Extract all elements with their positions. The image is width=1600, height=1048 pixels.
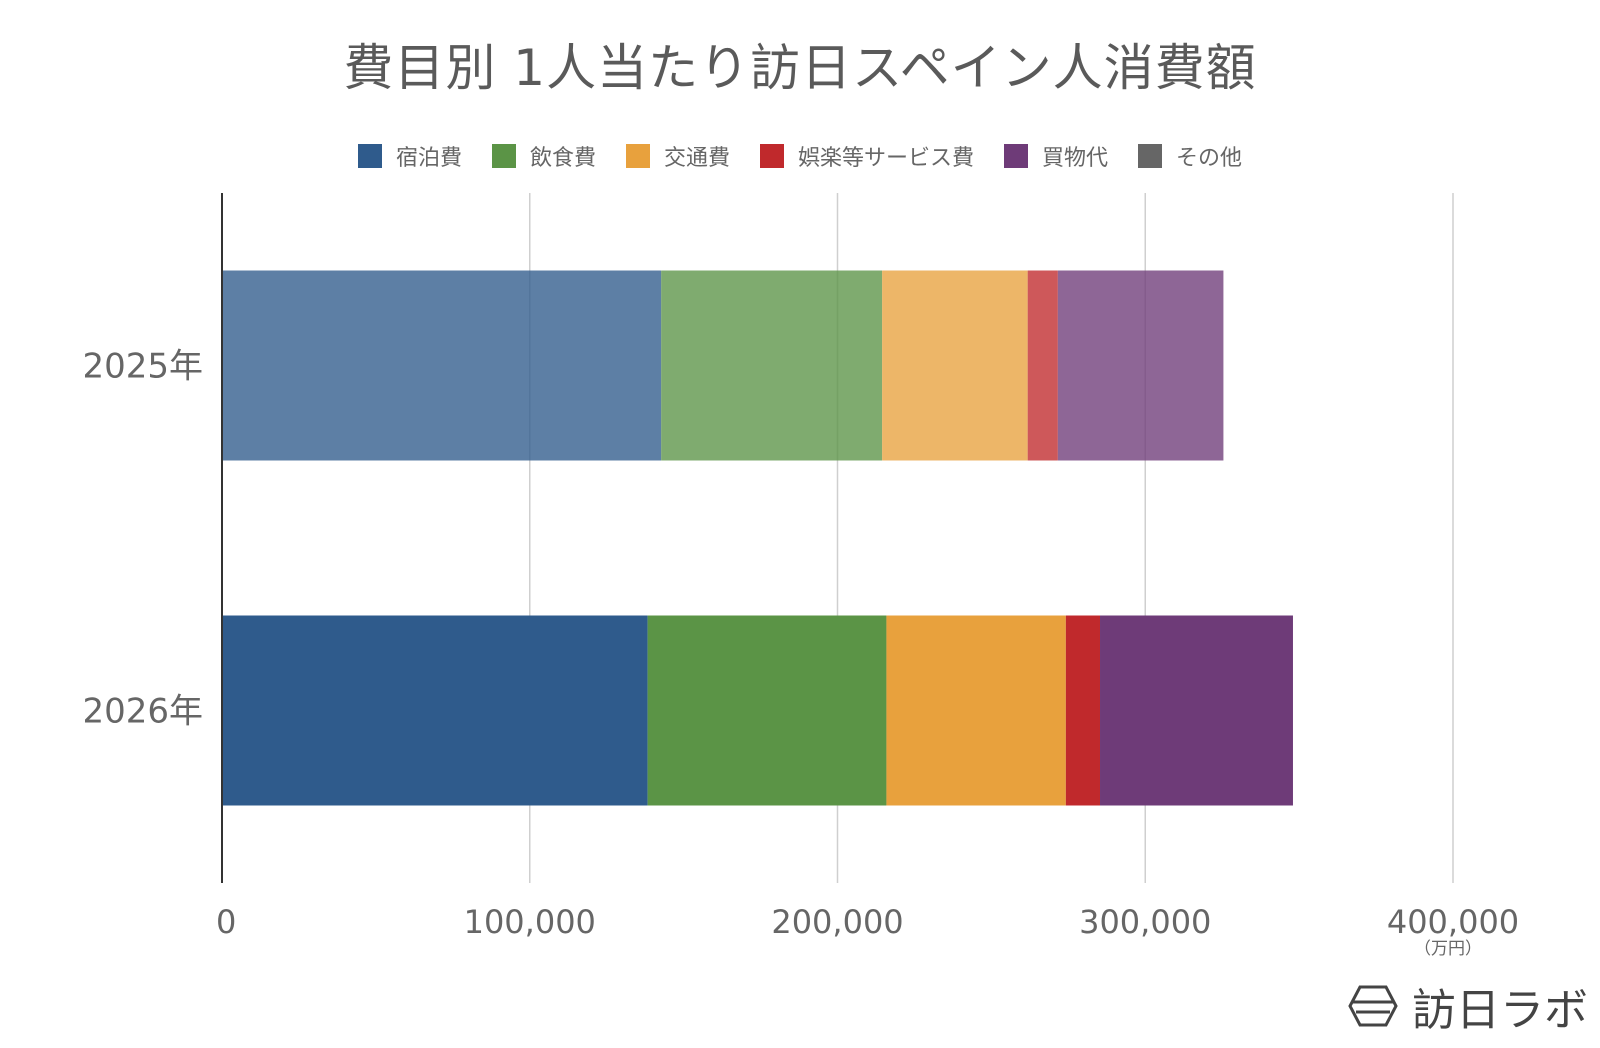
legend-item: 買物代: [1004, 140, 1108, 172]
bar-segment: [647, 615, 887, 806]
legend-swatch: [760, 144, 784, 168]
legend-swatch: [491, 144, 516, 168]
y-category-label: 2025年: [82, 347, 203, 387]
legend: 宿泊費 飲食費 交通費 娯楽等サービス費 買物代 その他: [0, 140, 1600, 172]
y-category-label: 2026年: [82, 692, 203, 732]
hexagon-logo-icon: [1348, 985, 1398, 1027]
x-tick-label: 0: [216, 903, 236, 941]
bar-segment: [1100, 615, 1293, 806]
legend-swatch: [625, 144, 650, 168]
legend-item: 宿泊費: [357, 140, 462, 172]
legend-item: 飲食費: [491, 140, 596, 172]
logo-text: 訪日ラボ: [1412, 985, 1588, 1036]
legend-label: 買物代: [1042, 146, 1109, 171]
bar-segment: [886, 615, 1066, 806]
bar-segment: [661, 270, 883, 461]
bar-segment: [1065, 615, 1101, 806]
x-unit-label: （万円）: [1414, 939, 1482, 959]
x-tick-label: 300,000: [1079, 903, 1211, 941]
bar-segment: [1057, 270, 1224, 461]
x-tick-label: 200,000: [771, 903, 903, 941]
chart-title: 費目別 1人当たり訪日スペイン人消費額: [343, 39, 1257, 97]
legend-swatch: [1004, 144, 1029, 168]
legend-label: 飲食費: [529, 146, 596, 171]
legend-item: 交通費: [625, 140, 730, 172]
bar-segment: [1027, 270, 1058, 461]
bar-segment: [222, 615, 648, 806]
x-tick-label: 100,000: [464, 903, 596, 941]
bar-segment: [882, 270, 1028, 461]
legend-label: 娯楽等サービス費: [798, 146, 975, 171]
legend-item: その他: [1138, 140, 1242, 172]
legend-swatch: [357, 144, 382, 168]
legend-label: その他: [1176, 146, 1243, 171]
legend-label: 交通費: [663, 146, 730, 171]
legend-label: 宿泊費: [395, 146, 462, 171]
bar-segment: [222, 270, 662, 461]
legend-item: 娯楽等サービス費: [760, 140, 974, 172]
x-tick-label: 400,000: [1387, 903, 1519, 941]
legend-swatch: [1138, 144, 1163, 168]
logo: 訪日ラボ: [1348, 974, 1588, 1038]
